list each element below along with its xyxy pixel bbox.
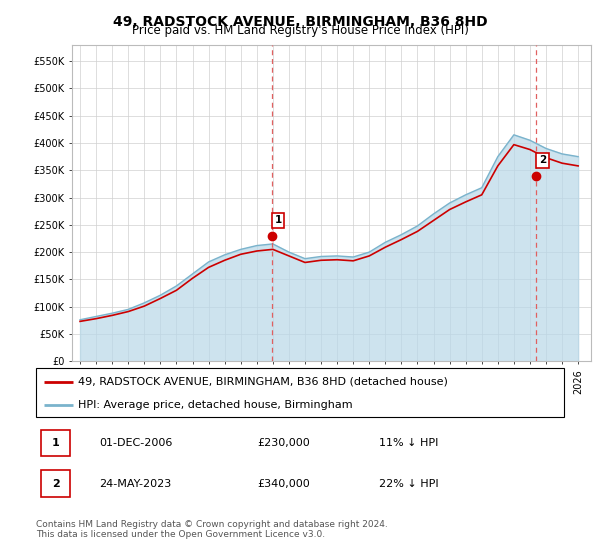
Text: 11% ↓ HPI: 11% ↓ HPI (379, 438, 439, 448)
Text: 49, RADSTOCK AVENUE, BIRMINGHAM, B36 8HD: 49, RADSTOCK AVENUE, BIRMINGHAM, B36 8HD (113, 15, 487, 29)
Bar (41, 470, 70, 497)
Text: 24-MAY-2023: 24-MAY-2023 (100, 479, 172, 488)
Text: 1: 1 (52, 438, 59, 448)
Text: HPI: Average price, detached house, Birmingham: HPI: Average price, detached house, Birm… (78, 400, 353, 410)
Text: £340,000: £340,000 (258, 479, 311, 488)
Text: Contains HM Land Registry data © Crown copyright and database right 2024.
This d: Contains HM Land Registry data © Crown c… (36, 520, 388, 539)
Text: 49, RADSTOCK AVENUE, BIRMINGHAM, B36 8HD (detached house): 49, RADSTOCK AVENUE, BIRMINGHAM, B36 8HD… (78, 377, 448, 387)
Text: 1: 1 (274, 216, 281, 226)
Text: 22% ↓ HPI: 22% ↓ HPI (379, 479, 439, 488)
Bar (41, 430, 70, 456)
Text: 2: 2 (539, 156, 546, 165)
Text: 2: 2 (52, 479, 59, 488)
Text: Price paid vs. HM Land Registry's House Price Index (HPI): Price paid vs. HM Land Registry's House … (131, 24, 469, 37)
Text: £230,000: £230,000 (258, 438, 311, 448)
Text: 01-DEC-2006: 01-DEC-2006 (100, 438, 173, 448)
